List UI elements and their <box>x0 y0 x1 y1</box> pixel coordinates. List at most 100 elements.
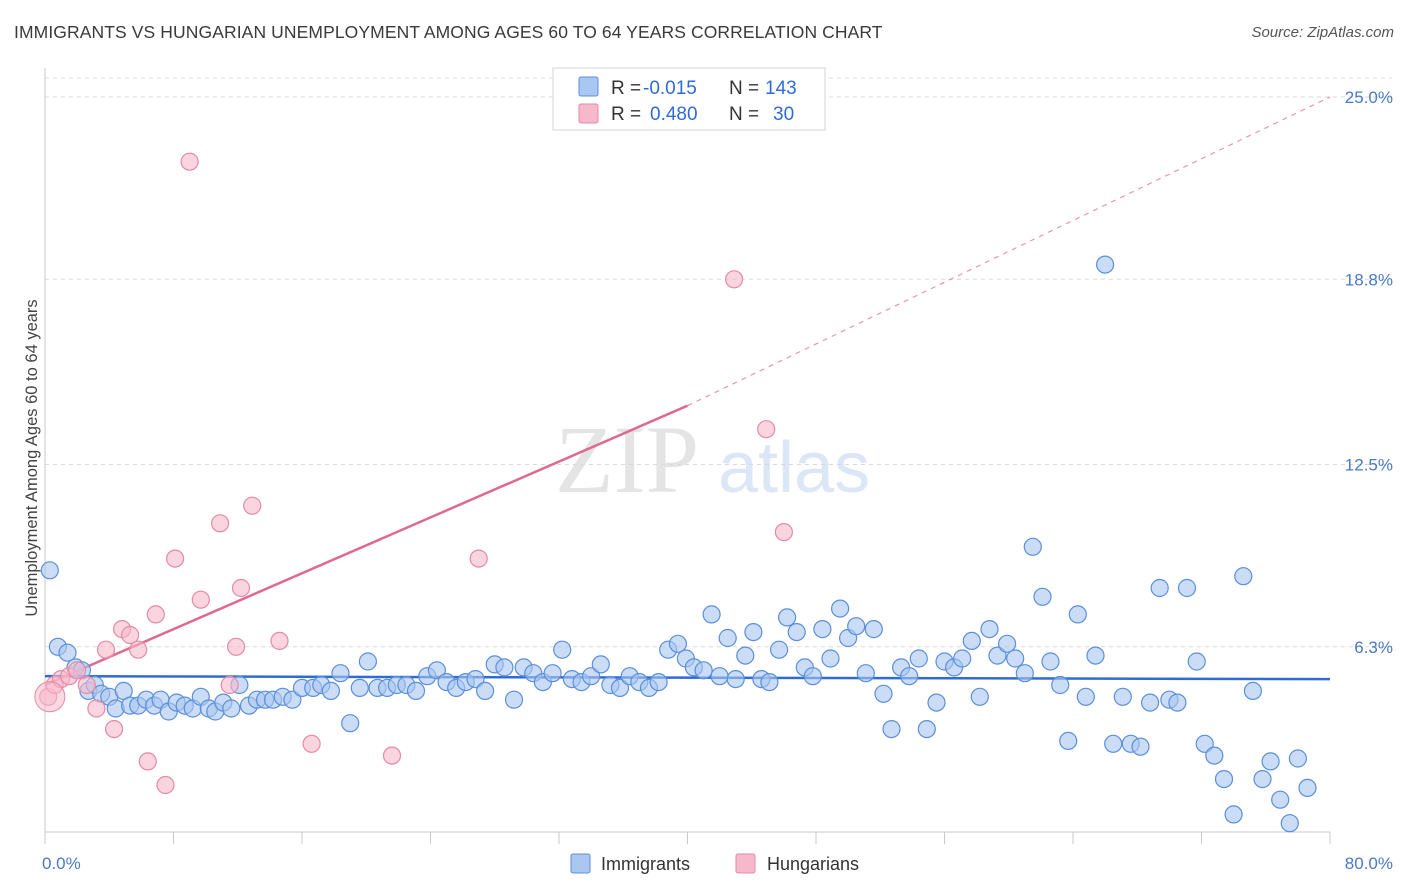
immigrants-point <box>736 646 755 665</box>
bottom-legend-hungarians: Hungarians <box>767 854 859 874</box>
immigrants-point <box>466 669 485 689</box>
hungarians-point-large <box>34 681 66 713</box>
immigrants-point <box>1253 769 1272 789</box>
immigrants-point <box>821 649 840 668</box>
watermark-atlas: atlas <box>718 428 870 508</box>
hungarians-point <box>211 514 230 533</box>
immigrants-point <box>1243 681 1263 701</box>
immigrants-point <box>283 690 302 709</box>
immigrants-point <box>1214 769 1234 789</box>
immigrants-point <box>1041 652 1060 671</box>
x-tick-label-min: 0.0% <box>42 854 81 873</box>
legend-swatch-hungarians <box>578 103 599 124</box>
chart-source: Source: ZipAtlas.com <box>1251 24 1394 41</box>
bottom-legend: Immigrants Hungarians <box>570 853 859 874</box>
hungarians-point <box>87 699 106 718</box>
immigrants-point <box>917 719 936 739</box>
immigrants-point <box>864 619 883 639</box>
immigrants-point <box>1280 814 1299 833</box>
immigrants-point <box>1033 587 1052 606</box>
chart-title: IMMIGRANTS VS HUNGARIAN UNEMPLOYMENT AMO… <box>14 22 883 42</box>
hungarians-point <box>757 420 776 439</box>
immigrants-point <box>847 617 866 636</box>
hungarians-point <box>469 549 488 568</box>
immigrants-point <box>591 655 610 674</box>
hungarians-point <box>138 752 157 771</box>
bottom-legend-immigrants: Immigrants <box>601 854 690 874</box>
grid-lines <box>45 77 1392 648</box>
immigrants-point <box>997 634 1017 653</box>
hungarians-point <box>227 637 246 656</box>
immigrants-point <box>702 605 721 624</box>
immigrants-point <box>406 681 426 701</box>
immigrants-point <box>610 678 630 698</box>
bottom-legend-swatch-hungarians <box>735 853 756 874</box>
immigrants-point <box>495 658 514 677</box>
immigrants-point <box>927 693 946 712</box>
immigrants-point <box>427 661 446 680</box>
hungarians-trend-extension <box>687 96 1331 407</box>
immigrants-point <box>1205 746 1224 765</box>
hungarians-point <box>231 578 251 598</box>
hungarians-point <box>129 640 148 659</box>
hungarians-point <box>96 640 116 659</box>
immigrants-point <box>1015 664 1034 683</box>
hungarians-point <box>382 746 402 765</box>
immigrants-point <box>543 664 562 683</box>
immigrants-point <box>909 649 928 668</box>
immigrants-point <box>988 646 1007 665</box>
immigrants-point <box>476 681 495 701</box>
immigrants-point <box>1076 687 1095 706</box>
y-tick-label: 12.5% <box>1345 456 1393 475</box>
immigrants-point <box>1298 778 1317 798</box>
legend-r-label-hungarians: R = <box>611 104 641 125</box>
immigrants-point <box>856 664 875 683</box>
immigrants-point <box>787 622 806 642</box>
immigrants-point <box>1187 652 1206 671</box>
immigrants-point <box>882 719 901 739</box>
legend-n-label-hungarians: N = <box>729 104 759 125</box>
immigrants-point <box>1006 649 1025 668</box>
hungarians-point <box>191 590 210 609</box>
x-tick-label-max: 80.0% <box>1345 854 1393 873</box>
immigrants-point <box>718 628 737 648</box>
immigrants-point <box>1288 749 1308 768</box>
immigrants-point <box>777 608 797 627</box>
y-tick-label: 25.0% <box>1345 88 1393 107</box>
immigrants-point <box>222 699 241 718</box>
immigrants-point <box>331 664 350 683</box>
immigrants-point <box>1271 790 1290 809</box>
immigrants-point <box>668 634 688 653</box>
legend-n-label-immigrants: N = <box>729 78 759 99</box>
immigrants-point <box>581 667 601 686</box>
immigrants-point <box>1113 687 1132 706</box>
immigrants-point <box>1095 255 1115 274</box>
immigrants-point <box>1104 734 1123 753</box>
immigrants-point <box>953 649 972 668</box>
immigrants-point <box>1261 752 1280 771</box>
immigrants-point <box>803 667 822 686</box>
immigrants-point <box>1234 567 1253 586</box>
immigrants-point <box>40 561 59 580</box>
hungarians-point <box>146 605 165 624</box>
immigrants-point <box>962 631 981 651</box>
hungarians-point <box>166 549 185 568</box>
hungarians-point <box>67 661 87 680</box>
data-points <box>34 152 1317 833</box>
immigrants-point <box>1195 734 1214 753</box>
immigrants-point <box>694 661 713 680</box>
immigrants-point <box>553 640 572 659</box>
immigrants-point <box>358 652 377 671</box>
immigrants-point <box>1131 737 1150 756</box>
immigrants-point <box>1177 578 1197 598</box>
hungarians-point <box>243 496 262 515</box>
hungarians-point <box>156 775 175 795</box>
immigrants-point <box>1150 578 1169 598</box>
hungarians-trend-line <box>44 404 688 687</box>
immigrants-point <box>1168 693 1187 712</box>
hungarians-point <box>724 270 744 289</box>
y-tick-label: 18.8% <box>1345 270 1393 289</box>
immigrants-point <box>321 681 340 701</box>
hungarians-point <box>302 734 321 753</box>
